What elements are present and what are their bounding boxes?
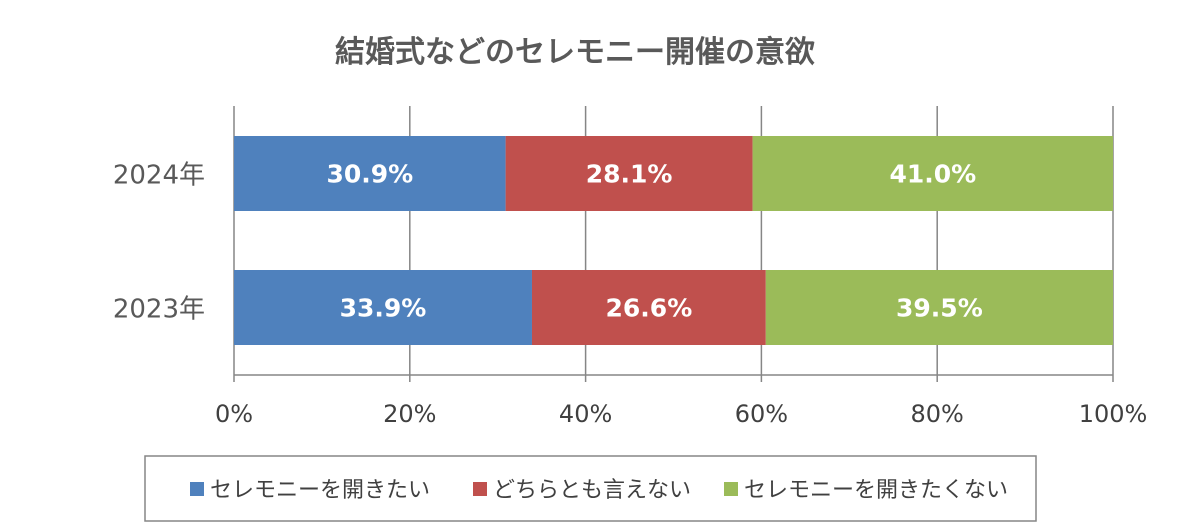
data-label-2024年-セレモニーを開きたくない: 41.0% bbox=[889, 160, 976, 189]
bars: 30.9% 28.1% 41.0% 33.9% 26.6% 39.5% bbox=[234, 136, 1113, 345]
legend-box bbox=[144, 455, 1037, 522]
legend-swatch-セレモニーを開きたい bbox=[190, 482, 204, 496]
data-label-2024年-セレモニーを開きたい: 30.9% bbox=[326, 160, 413, 189]
bar-2023年-どちらとも言えない bbox=[531, 270, 766, 345]
bar-2024年-どちらとも言えない bbox=[505, 136, 753, 211]
data-label-2024年-どちらとも言えない: 28.1% bbox=[586, 160, 673, 189]
bar-2023年-セレモニーを開きたくない bbox=[765, 270, 1113, 345]
x-tick-label-60: 60% bbox=[735, 400, 788, 428]
data-label-2023年-どちらとも言えない: 26.6% bbox=[606, 294, 693, 323]
legend-swatch-セレモニーを開きたくない bbox=[724, 482, 738, 496]
x-tick-label-80: 80% bbox=[911, 400, 964, 428]
x-tick-label-100: 100% bbox=[1079, 400, 1148, 428]
bar-2024年-セレモニーを開きたくない bbox=[752, 136, 1113, 211]
x-axis: 0% 20% 40% 60% 80% 100% bbox=[215, 374, 1148, 428]
chart-title: 結婚式などのセレモニー開催の意欲 bbox=[335, 35, 815, 70]
legend-label-セレモニーを開きたい: セレモニーを開きたい bbox=[210, 478, 430, 503]
x-tick-label-40: 40% bbox=[559, 400, 612, 428]
legend-label-セレモニーを開きたくない: セレモニーを開きたくない bbox=[744, 478, 1008, 503]
legend-swatch-どちらとも言えない bbox=[473, 482, 487, 496]
category-label-2023年: 2023年 bbox=[113, 295, 205, 325]
data-label-2023年-セレモニーを開きたくない: 39.5% bbox=[896, 294, 983, 323]
legend: セレモニーを開きたい どちらとも言えない セレモニーを開きたくない bbox=[144, 455, 1037, 522]
legend-label-どちらとも言えない: どちらとも言えない bbox=[493, 478, 691, 503]
x-tick-label-0: 0% bbox=[215, 400, 253, 428]
x-tick-label-20: 20% bbox=[383, 400, 436, 428]
category-label-2024年: 2024年 bbox=[113, 161, 205, 191]
category-labels: 2024年 2023年 bbox=[113, 161, 205, 325]
bar-2023年-セレモニーを開きたい bbox=[234, 270, 532, 345]
data-label-2023年-セレモニーを開きたい: 33.9% bbox=[340, 294, 427, 323]
bar-2024年-セレモニーを開きたい bbox=[234, 136, 506, 211]
